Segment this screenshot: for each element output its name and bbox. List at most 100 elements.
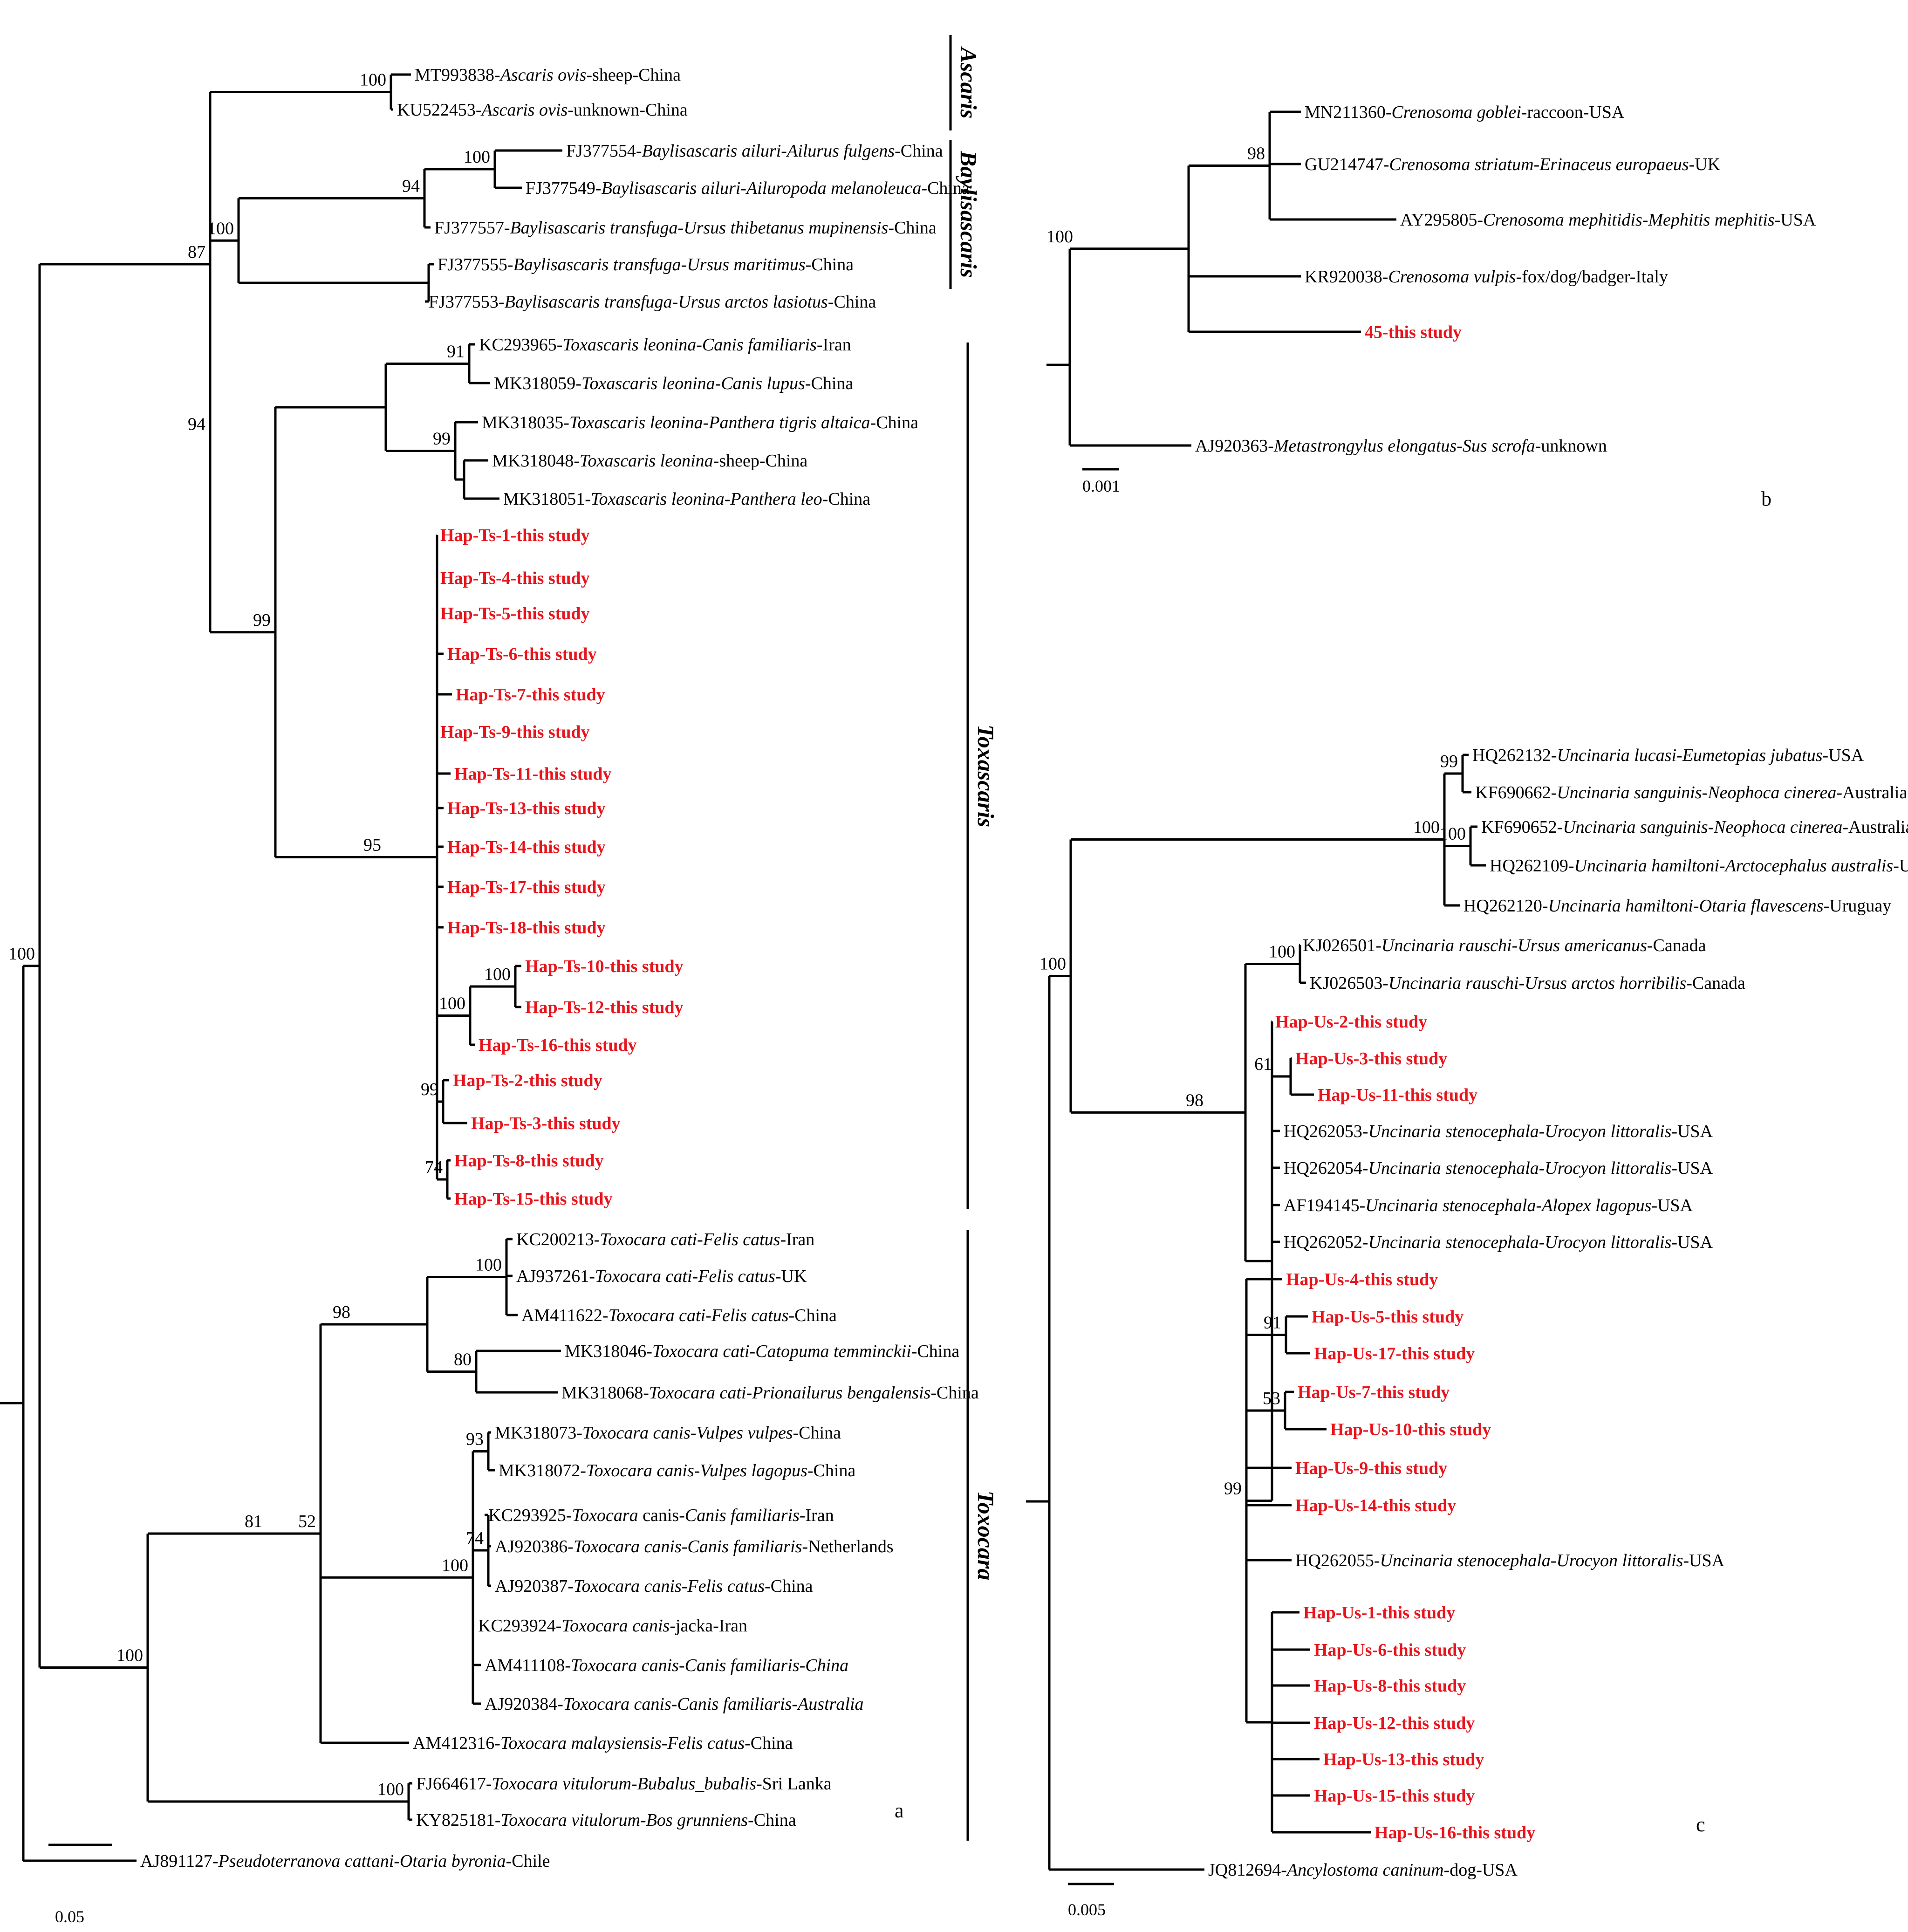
tip-label-this-study: Hap-Us-14-this study (1295, 1496, 1456, 1515)
accession-text: FJ377554- (566, 141, 642, 161)
tip-label: HQ262052-Uncinaria stenocephala-Urocyon … (1284, 1233, 1713, 1252)
tip-label: FJ377557-Baylisascaris transfuga-Ursus t… (434, 218, 937, 238)
tip-label-this-study: Hap-Us-16-this study (1375, 1823, 1535, 1843)
tip-label-this-study: Hap-Us-15-this study (1314, 1786, 1475, 1806)
species-name: Crenosoma mephitidis-Mephitis mephitis (1483, 210, 1775, 230)
tip-label-this-study: Hap-Ts-18-this study (447, 918, 606, 938)
accession-text: -China (806, 255, 854, 274)
tip-label: FJ377553-Baylisascaris transfuga-Ursus a… (429, 292, 876, 312)
tree-panel-a: 1001009410091991001009974959994871008098… (0, 35, 999, 1926)
accession-text: FJ377553- (429, 292, 505, 312)
accession-text: -China (888, 218, 937, 238)
bootstrap-value: 99 (433, 429, 451, 449)
tip-label-this-study: Hap-Ts-16-this study (479, 1035, 637, 1055)
tip-label-this-study: Hap-Ts-11-this study (454, 764, 612, 784)
panel-label: c (1696, 1813, 1705, 1836)
accession-text: KU522453- (397, 100, 482, 120)
accession-text: -China (870, 413, 919, 432)
accession-text: -USA (1671, 1158, 1713, 1178)
species-name: Uncinaria stenocephala-Urocyon littorali… (1368, 1122, 1672, 1141)
tip-label: MK318073-Toxocara canis-Vulpes vulpes-Ch… (495, 1423, 841, 1443)
tip-label: KJ026501-Uncinaria rauschi-Ursus america… (1303, 936, 1706, 955)
accession-text: -China (745, 1733, 793, 1753)
tip-label: AJ920384-Toxocara canis-Canis familiaris… (485, 1694, 864, 1714)
species-name: Uncinaria stenocephala-Urocyon littorali… (1380, 1551, 1683, 1570)
tip-label: AM412316-Toxocara malaysiensis-Felis cat… (413, 1733, 793, 1753)
tip-label-this-study: Hap-Us-7-this study (1298, 1383, 1450, 1402)
tip-label: FJ377554-Baylisascaris ailuri-Ailurus fu… (566, 141, 943, 161)
accession-text: FJ377557- (434, 218, 510, 238)
accession-text: -USA (1671, 1122, 1713, 1141)
scale-bar-label: 0.001 (1082, 477, 1120, 495)
bootstrap-value: 100 (442, 1555, 468, 1575)
accession-text: -Netherlands (802, 1537, 893, 1556)
species-name: Toxocara cati-Felis catus (608, 1306, 788, 1325)
bootstrap-value: 100 (116, 1646, 143, 1665)
tip-label-this-study: Hap-Us-6-this study (1314, 1640, 1466, 1660)
tip-label-this-study: Hap-Ts-4-this study (440, 569, 590, 588)
bootstrap-value: 100 (439, 994, 465, 1014)
accession-text: HQ262052- (1284, 1233, 1368, 1252)
accession-text: -unknown (1535, 436, 1607, 456)
species-name: Toxascaris leonina-Panthera tigris altai… (569, 413, 870, 432)
bootstrap-value: 100 (207, 219, 234, 238)
accession-text: -China (911, 1342, 960, 1361)
species-name: Toxocara (572, 1506, 638, 1525)
bootstrap-value: 100 (1439, 824, 1466, 844)
bootstrap-value: 99 (253, 610, 271, 630)
bootstrap-value: 100 (484, 965, 511, 984)
bootstrap-value: 53 (1263, 1389, 1280, 1408)
tree-panel-b: 98 100 MN211360-Crenosoma goblei-raccoon-U… (1046, 103, 1816, 510)
accession-text: MK318059- (494, 374, 581, 393)
tip-label-this-study: Hap-Ts-3-this study (471, 1114, 621, 1133)
species-name: Baylisascaris transfuga-Ursus arctos las… (505, 292, 828, 312)
bootstrap-value: 81 (245, 1512, 262, 1531)
accession-text: MK318048- (492, 451, 580, 471)
tip-label: GU214747-Crenosoma striatum-Erinaceus eu… (1305, 155, 1721, 174)
accession-text: AJ920387- (495, 1576, 574, 1596)
accession-text: HQ262109- (1490, 856, 1574, 876)
tip-label: AJ920363-Metastrongylus elongatus-Sus sc… (1195, 436, 1607, 456)
tip-label: HQ262054-Uncinaria stenocephala-Urocyon … (1284, 1158, 1713, 1178)
tip-label: HQ262053-Uncinaria stenocephala-Urocyon … (1284, 1122, 1713, 1141)
tip-label: JQ812694-Ancylostoma caninum-dog-USA (1208, 1860, 1518, 1880)
accession-text: -China (788, 1306, 837, 1325)
species-name: Crenosoma vulpis (1388, 267, 1516, 287)
tip-label: KC293925-Toxocara canis-Canis familiaris… (488, 1506, 834, 1525)
tip-label-this-study: Hap-Ts-12-this study (525, 998, 684, 1017)
bootstrap-value: 94 (188, 415, 205, 434)
accession-text: -raccoon-USA (1521, 103, 1625, 122)
tip-label: AF194145-Uncinaria stenocephala-Alopex l… (1284, 1196, 1693, 1215)
bootstrap-value: 99 (1224, 1479, 1242, 1499)
tip-label-this-study: Hap-Ts-14-this study (447, 837, 606, 857)
accession-text: -China (765, 1576, 813, 1596)
accession-text: -Chile (506, 1851, 550, 1871)
tip-label: KJ026503-Uncinaria rauschi-Ursus arctos … (1310, 973, 1745, 993)
species-name: Uncinaria rauschi-Ursus americanus (1381, 936, 1647, 955)
tip-label: HQ262109-Uncinaria hamiltoni-Arctocephal… (1490, 856, 1908, 876)
bootstrap-value: 100 (1039, 954, 1066, 973)
species-name: Toxocara cati-Felis catus (595, 1267, 775, 1286)
tree-panel-c: 991001001006191539998100HQ262132-Uncinar… (1026, 746, 1908, 1919)
accession-text: KC293965- (479, 335, 562, 355)
clade-label-toxocara: Toxocara (973, 1491, 999, 1581)
species-name: Baylisascaris ailuri-Ailurus fulgens (642, 141, 895, 161)
tip-label: FJ664617-Toxocara vitulorum-Bubalus_buba… (416, 1774, 832, 1794)
accession-text: AJ920386- (495, 1537, 574, 1556)
tip-label: KF690662-Uncinaria sanguinis-Neophoca ci… (1475, 783, 1907, 802)
species-name: Toxascaris leonina-Canis familiaris (562, 335, 816, 355)
accession-text: -Iran (800, 1506, 834, 1525)
tip-label-this-study: Hap-Us-13-this study (1323, 1750, 1484, 1769)
accession-text: AM411108- (485, 1656, 571, 1675)
species-name: Uncinaria hamiltoni-Arctocephalus austra… (1574, 856, 1894, 876)
tip-label: KC200213-Toxocara cati-Felis catus-Iran (516, 1230, 814, 1249)
accession-text: MK318051- (503, 489, 591, 509)
scale-bar-label: 0.005 (1068, 1900, 1106, 1919)
bootstrap-value: 61 (1254, 1055, 1272, 1074)
accession-text: KF690662- (1475, 783, 1557, 802)
species-name: Metastrongylus elongatus-Sus scrofa (1273, 436, 1535, 456)
tip-label: MK318068-Toxocara cati-Prionailurus beng… (561, 1383, 979, 1403)
accession-text: AY295805- (1400, 210, 1483, 230)
tip-label-this-study: Hap-Ts-2-this study (453, 1071, 602, 1090)
accession-text: -UK (1689, 155, 1721, 174)
